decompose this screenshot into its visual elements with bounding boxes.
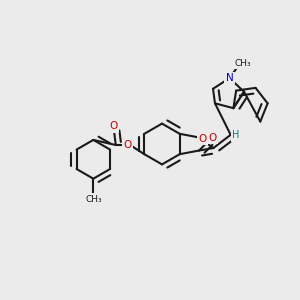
Text: CH₃: CH₃: [235, 58, 251, 68]
Text: H: H: [232, 130, 240, 140]
Text: CH₃: CH₃: [85, 194, 102, 203]
Text: O: O: [208, 133, 217, 143]
Text: O: O: [110, 121, 118, 131]
Text: O: O: [123, 140, 131, 150]
Text: N: N: [226, 73, 233, 83]
Text: O: O: [199, 134, 207, 144]
